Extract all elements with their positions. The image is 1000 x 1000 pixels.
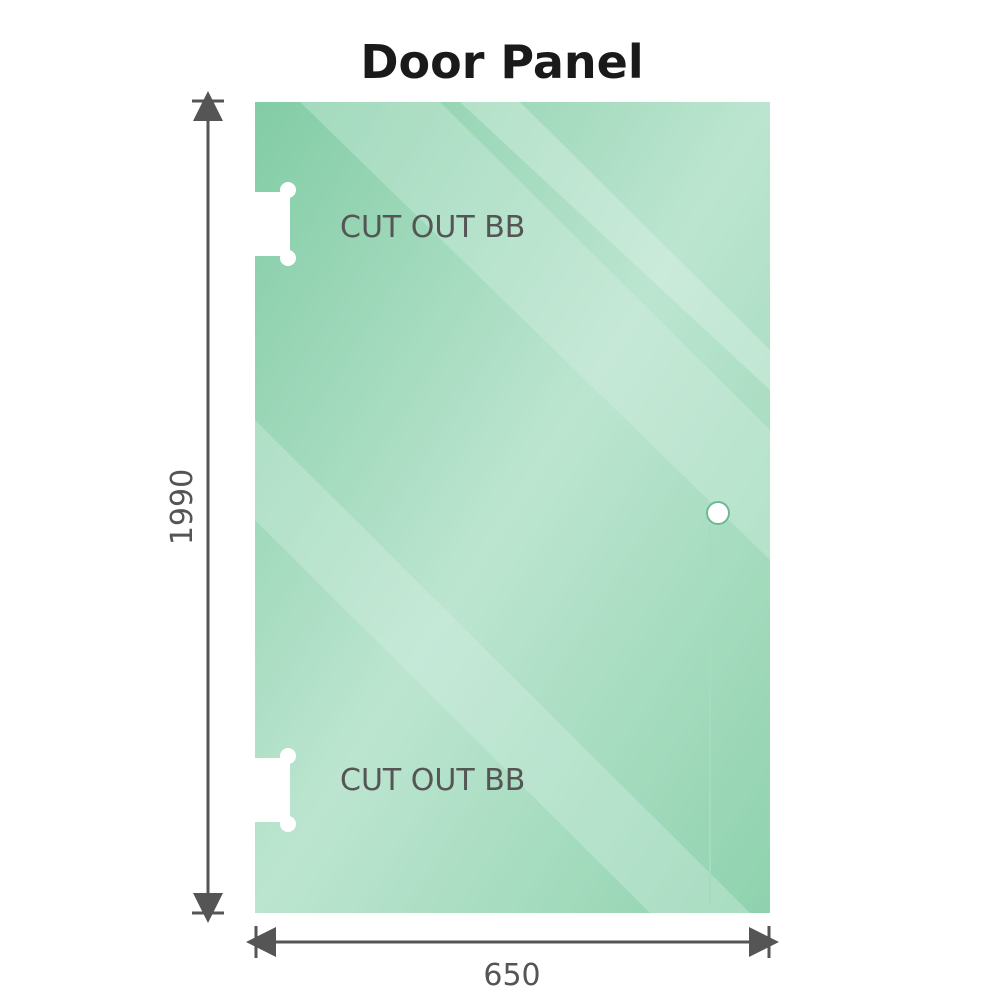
reflection [300,102,770,560]
reflection [460,102,770,390]
glass-panel [255,102,770,913]
width-dimension: 650 [246,926,779,993]
cutout-bottom [253,748,296,832]
width-label: 650 [483,958,540,993]
title: Door Panel [360,35,643,89]
height-dimension: 1990 [165,91,224,923]
height-label: 1990 [165,469,200,545]
cutout-top-label: CUT OUT BB [340,210,525,245]
reflection [255,420,750,913]
cutout-bottom-label: CUT OUT BB [340,763,525,798]
handle-hole [706,501,730,525]
cutout-top [253,182,296,266]
